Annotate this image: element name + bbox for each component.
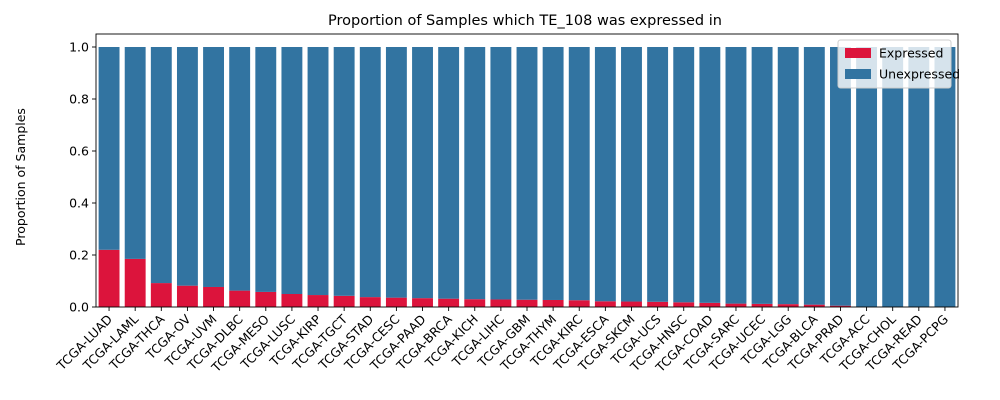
bar-unexpressed-tcga-thym bbox=[542, 47, 564, 300]
bar-expressed-tcga-hnsc bbox=[673, 302, 695, 307]
bar-expressed-tcga-uvm bbox=[203, 286, 224, 307]
bar-expressed-tcga-ov bbox=[176, 285, 198, 307]
bar-unexpressed-tcga-hnsc bbox=[673, 47, 695, 303]
bar-expressed-tcga-thca bbox=[150, 283, 172, 307]
bar-expressed-tcga-meso bbox=[255, 291, 277, 307]
bar-unexpressed-tcga-stad bbox=[359, 47, 381, 298]
bar-unexpressed-tcga-kich bbox=[464, 47, 486, 300]
bar-expressed-tcga-prad bbox=[830, 305, 851, 307]
bar-unexpressed-tcga-gbm bbox=[516, 47, 538, 300]
bar-unexpressed-tcga-sarc bbox=[725, 47, 747, 304]
bar-expressed-tcga-laml bbox=[124, 258, 146, 307]
bar-expressed-tcga-kich bbox=[464, 299, 486, 307]
plot-area bbox=[95, 33, 959, 308]
bar-unexpressed-tcga-meso bbox=[255, 47, 277, 292]
bar-expressed-tcga-thym bbox=[542, 299, 564, 307]
bar-expressed-tcga-gbm bbox=[516, 299, 538, 307]
bar-unexpressed-tcga-thca bbox=[150, 47, 172, 284]
bar-expressed-tcga-paad bbox=[412, 298, 433, 307]
bar-expressed-tcga-luad bbox=[98, 249, 120, 307]
bar-expressed-tcga-kirc bbox=[568, 300, 590, 307]
bar-expressed-tcga-sarc bbox=[725, 303, 747, 307]
y-tick-label: 0.6 bbox=[69, 144, 89, 159]
legend-swatch-expressed bbox=[845, 48, 871, 58]
y-tick-label: 1.0 bbox=[69, 40, 89, 55]
bar-unexpressed-tcga-lgg bbox=[777, 47, 799, 305]
bar-unexpressed-tcga-esca bbox=[594, 47, 616, 302]
bar-unexpressed-tcga-uvm bbox=[203, 47, 224, 287]
bar-expressed-tcga-coad bbox=[699, 302, 721, 307]
bar-expressed-tcga-ucs bbox=[647, 301, 669, 307]
y-axis: 0.0 0.2 0.4 0.6 0.8 1.0 bbox=[69, 40, 96, 315]
y-tick-label: 0.8 bbox=[69, 92, 89, 107]
bar-unexpressed-tcga-coad bbox=[699, 47, 721, 303]
bar-expressed-tcga-kirp bbox=[307, 295, 329, 307]
chart-title: Proportion of Samples which TE_108 was e… bbox=[328, 13, 722, 29]
bar-expressed-tcga-stad bbox=[359, 297, 381, 307]
legend-label-expressed: Expressed bbox=[879, 46, 943, 61]
bar-expressed-tcga-blca bbox=[803, 304, 825, 307]
y-tick-label: 0.0 bbox=[69, 300, 89, 315]
y-axis-label: Proportion of Samples bbox=[13, 108, 28, 246]
legend-label-unexpressed: Unexpressed bbox=[879, 67, 960, 82]
bar-unexpressed-tcga-dlbc bbox=[229, 47, 251, 291]
y-tick-label: 0.2 bbox=[69, 248, 89, 263]
bar-expressed-tcga-lihc bbox=[490, 299, 512, 307]
bar-unexpressed-tcga-cesc bbox=[385, 47, 407, 298]
bar-unexpressed-tcga-skcm bbox=[621, 47, 642, 302]
bar-unexpressed-tcga-read bbox=[908, 47, 930, 307]
bar-unexpressed-tcga-kirc bbox=[568, 47, 590, 301]
bar-expressed-tcga-lusc bbox=[281, 294, 303, 307]
bar-unexpressed-tcga-pcpg bbox=[934, 47, 956, 307]
bar-expressed-tcga-esca bbox=[594, 301, 616, 307]
bar-expressed-tcga-skcm bbox=[621, 301, 642, 307]
bar-unexpressed-tcga-brca bbox=[438, 47, 460, 299]
bar-expressed-tcga-ucec bbox=[751, 303, 773, 307]
bar-expressed-tcga-brca bbox=[438, 298, 460, 307]
bar-expressed-tcga-cesc bbox=[385, 297, 407, 307]
bar-expressed-tcga-lgg bbox=[777, 304, 799, 307]
bar-unexpressed-tcga-blca bbox=[803, 47, 825, 305]
bar-unexpressed-tcga-chol bbox=[882, 47, 904, 307]
legend-swatch-unexpressed bbox=[845, 69, 871, 79]
bar-unexpressed-tcga-acc bbox=[856, 47, 878, 307]
bar-unexpressed-tcga-kirp bbox=[307, 47, 329, 296]
legend: Expressed Unexpressed bbox=[837, 39, 960, 89]
bar-unexpressed-tcga-lihc bbox=[490, 47, 512, 300]
bar-unexpressed-tcga-prad bbox=[830, 47, 851, 306]
bar-expressed-tcga-dlbc bbox=[229, 290, 251, 307]
bar-unexpressed-tcga-tgct bbox=[333, 47, 355, 296]
bar-expressed-tcga-tgct bbox=[333, 295, 355, 307]
y-tick-label: 0.4 bbox=[69, 196, 89, 211]
bar-unexpressed-tcga-ov bbox=[176, 47, 198, 286]
bar-unexpressed-tcga-ucs bbox=[647, 47, 669, 302]
bar-unexpressed-tcga-luad bbox=[98, 47, 120, 250]
bar-unexpressed-tcga-laml bbox=[124, 47, 146, 259]
x-axis: TCGA-LUADTCGA-LAMLTCGA-THCATCGA-OVTCGA-U… bbox=[53, 307, 951, 376]
bar-unexpressed-tcga-lusc bbox=[281, 47, 303, 294]
bar-unexpressed-tcga-ucec bbox=[751, 47, 773, 304]
bar-unexpressed-tcga-paad bbox=[412, 47, 433, 299]
